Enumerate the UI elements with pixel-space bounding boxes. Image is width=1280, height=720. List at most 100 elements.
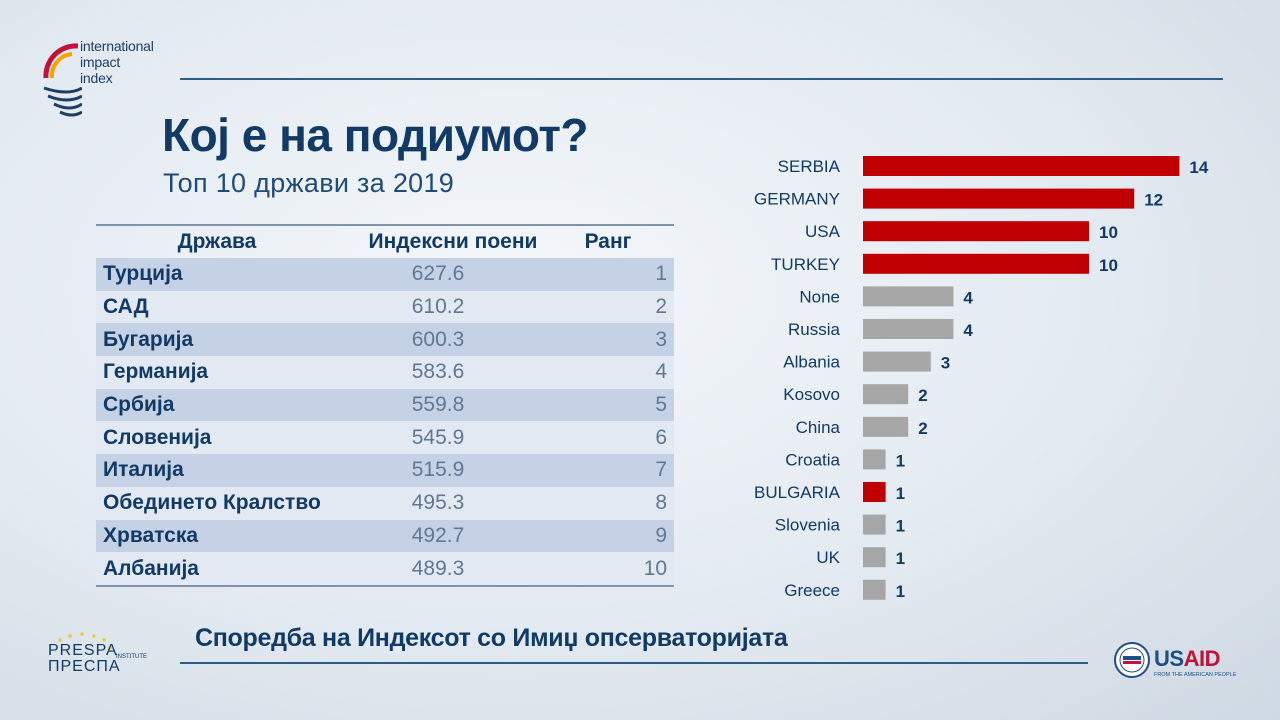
footer-divider <box>180 662 1088 664</box>
value-label: 1 <box>896 517 905 536</box>
cell-country: САД <box>103 295 149 319</box>
page-subtitle: Топ 10 држави за 2019 <box>163 168 455 198</box>
logo-line-1: international <box>80 38 154 54</box>
stars-arc-icon <box>58 632 112 650</box>
value-label: 10 <box>1099 223 1118 242</box>
table-row: Хрватска 492.7 9 <box>96 519 674 553</box>
category-label: Kosovo <box>783 385 840 404</box>
table-row: САД 610.2 2 <box>96 290 674 324</box>
prespa-latin: PRESPA <box>48 642 118 659</box>
cell-country: Бугарија <box>103 327 194 351</box>
logo-text: international impact index <box>80 38 154 86</box>
cell-points: 492.7 <box>411 523 465 547</box>
bar <box>863 188 1135 209</box>
cell-country: Албанија <box>103 556 199 580</box>
bar <box>863 351 931 372</box>
bar <box>863 253 1089 274</box>
value-label: 1 <box>896 549 905 568</box>
table-body: Турција 627.6 1 САД 610.2 2 Бугарија 600.3 3 Герм… <box>96 258 674 587</box>
category-label: China <box>796 418 841 437</box>
bar <box>863 221 1089 242</box>
category-label: Albania <box>783 353 840 372</box>
table-header: Држава Индексни поени Ранг <box>96 226 674 258</box>
category-label: USA <box>805 222 841 241</box>
cell-rank: 8 <box>655 491 667 515</box>
cell-country: Србија <box>103 393 175 417</box>
cell-points: 515.9 <box>411 458 465 482</box>
international-impact-index-logo: international impact index <box>38 38 178 120</box>
cell-points: 495.3 <box>411 491 465 515</box>
table-row: Италија 515.9 7 <box>96 454 674 487</box>
cell-rank: 6 <box>655 425 667 449</box>
cell-country: Италија <box>103 458 184 482</box>
category-label: Slovenia <box>775 516 841 535</box>
table-row: Словенија 545.9 6 <box>96 421 674 455</box>
usaid-tagline: FROM THE AMERICAN PEOPLE <box>1154 672 1237 678</box>
bar <box>863 416 909 437</box>
cell-country: Словенија <box>103 425 212 449</box>
page-title: Кој е на подиумот? <box>162 109 588 161</box>
bar <box>863 449 886 470</box>
column-header-country: Држава <box>177 230 257 253</box>
column-header-points: Индексни поени <box>368 230 538 253</box>
cell-rank: 2 <box>655 295 667 319</box>
cell-country: Германија <box>103 360 209 384</box>
prespa-institute-logo: PRESPA ПРЕСПА INSTITUTE <box>40 632 147 682</box>
value-label: 2 <box>918 419 927 438</box>
table-row: Албанија 489.3 10 <box>96 552 674 585</box>
usaid-wordmark-us: US <box>1154 646 1184 671</box>
footer-caption: Споредба на Индексот со Имиџ опсерватори… <box>195 624 788 652</box>
bar <box>863 482 886 502</box>
cell-rank: 5 <box>655 393 667 417</box>
cell-rank: 1 <box>655 262 667 286</box>
cell-rank: 3 <box>655 327 667 351</box>
cell-rank: 9 <box>655 523 667 547</box>
value-label: 4 <box>963 321 973 340</box>
usaid-logo: USAID FROM THE AMERICAN PEOPLE <box>1114 642 1244 686</box>
bar <box>863 514 886 535</box>
category-label: Greece <box>784 581 840 600</box>
value-label: 3 <box>941 354 950 373</box>
table-row: Србија 559.8 5 <box>96 388 674 422</box>
value-label: 2 <box>918 386 927 405</box>
category-label: UK <box>816 548 840 567</box>
table-row: Обединето Кралство 495.3 8 <box>96 486 674 520</box>
bar <box>863 319 954 339</box>
header-divider <box>180 78 1223 80</box>
value-label: 1 <box>896 582 905 601</box>
bar <box>863 547 886 568</box>
ranking-table: Држава Индексни поени Ранг Турција 627.6 1… <box>96 224 674 587</box>
bar <box>863 286 954 307</box>
category-label: GERMANY <box>754 190 840 209</box>
cell-rank: 10 <box>643 556 667 580</box>
cell-country: Турција <box>103 262 183 286</box>
cell-rank: 7 <box>655 458 667 482</box>
logo-line-2: impact <box>80 54 121 70</box>
usaid-seal-icon <box>1114 642 1150 678</box>
table-row: Турција 627.6 1 <box>96 258 674 291</box>
value-label: 10 <box>1099 256 1118 275</box>
usaid-wordmark: USAID <box>1154 646 1220 672</box>
usaid-wordmark-aid: AID <box>1183 646 1221 671</box>
bar <box>863 384 909 405</box>
category-label: None <box>799 287 840 306</box>
bar <box>863 156 1180 176</box>
cell-country: Хрватска <box>103 523 199 547</box>
value-label: 14 <box>1189 158 1208 177</box>
column-header-rank: Ранг <box>584 230 632 253</box>
category-label: Croatia <box>785 450 840 469</box>
cell-country: Обединето Кралство <box>103 491 321 515</box>
value-label: 1 <box>896 451 905 470</box>
logo-line-3: index <box>80 70 113 86</box>
cell-points: 559.8 <box>411 393 465 417</box>
value-label: 1 <box>896 484 905 503</box>
category-label: Russia <box>788 320 841 339</box>
cell-points: 627.6 <box>411 262 465 286</box>
prespa-subtext: INSTITUTE <box>116 654 147 660</box>
cell-points: 489.3 <box>411 556 465 580</box>
cell-points: 600.3 <box>411 327 465 351</box>
cell-points: 610.2 <box>411 295 465 319</box>
table-row: Бугарија 600.3 3 <box>96 323 674 357</box>
value-label: 4 <box>963 288 973 307</box>
